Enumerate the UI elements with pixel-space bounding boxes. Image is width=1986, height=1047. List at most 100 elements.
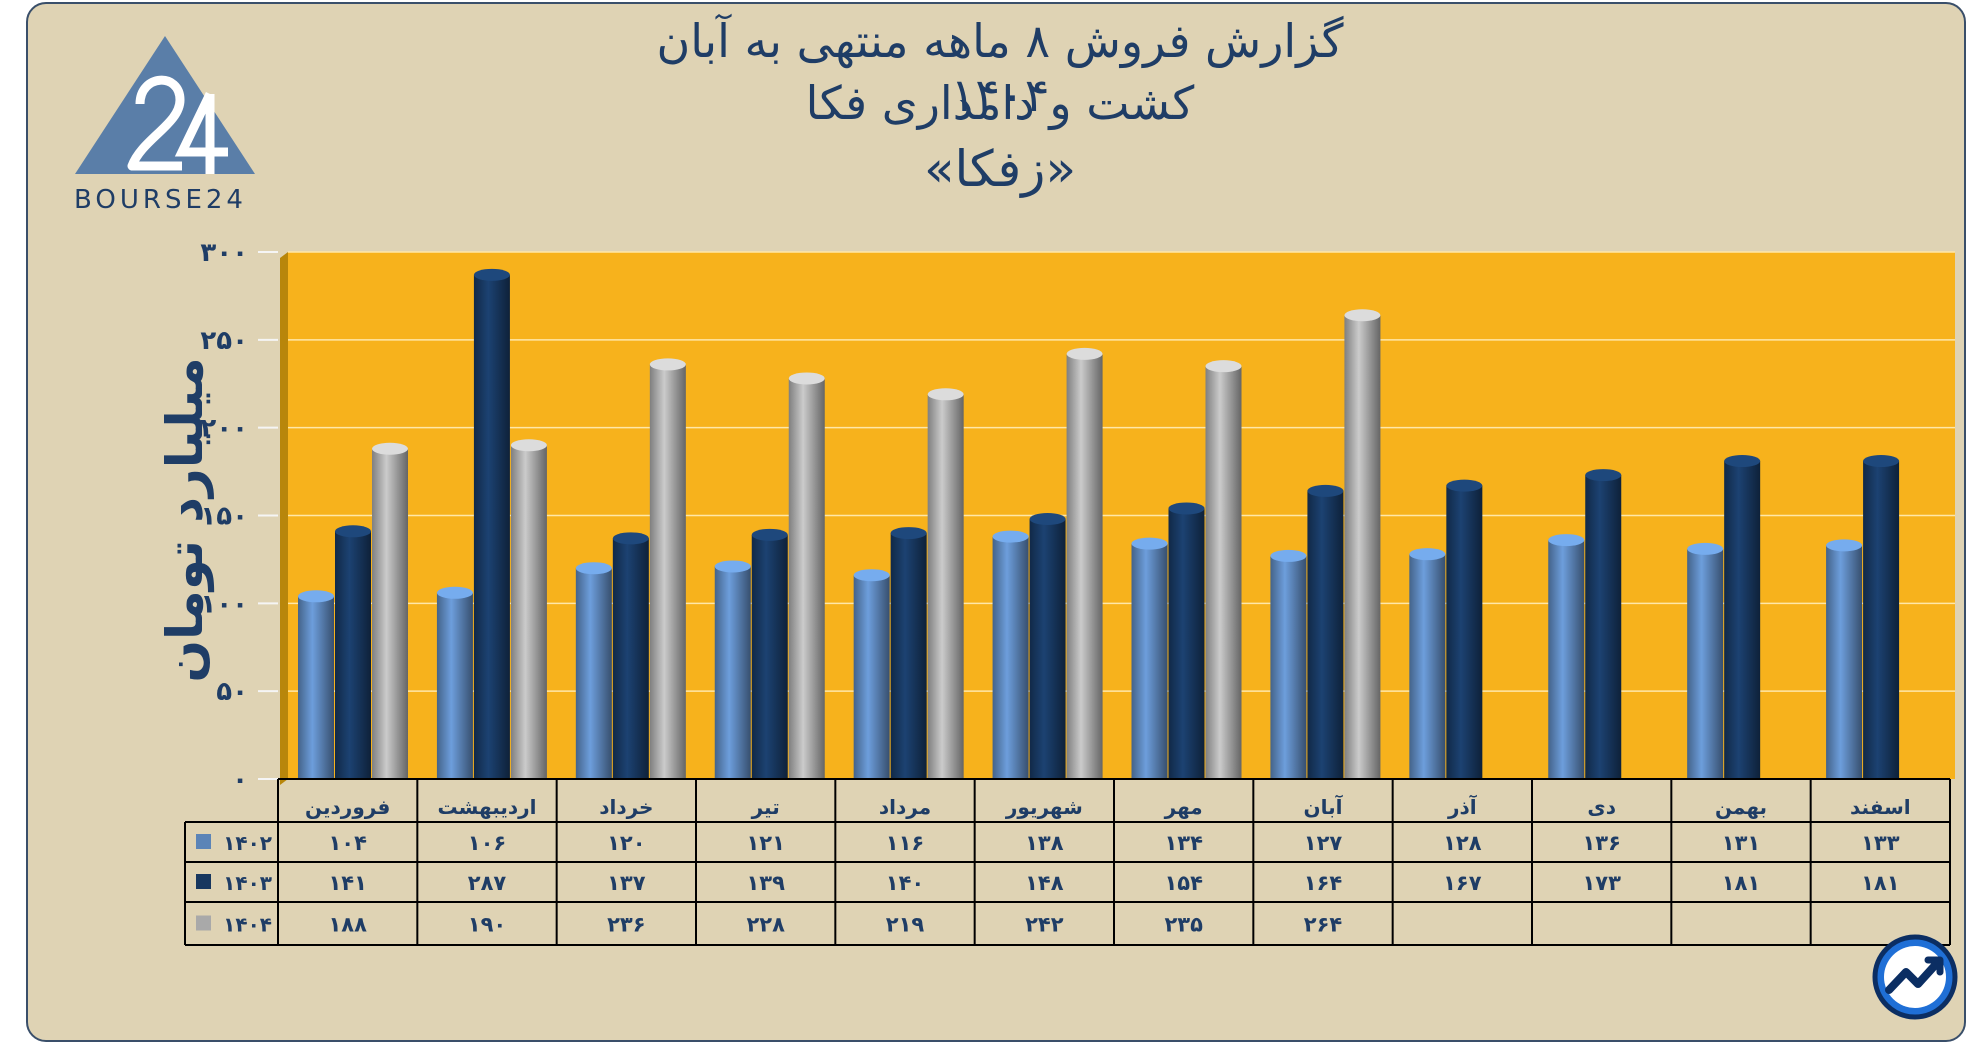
x-tick-label: تیر xyxy=(751,795,780,819)
bar xyxy=(1863,461,1900,779)
x-tick-label: اسفند xyxy=(1850,795,1911,819)
plot-side-wall xyxy=(280,252,288,785)
data-label: ۱۸۸ xyxy=(328,913,367,937)
legend-label: ۱۴۰۲ xyxy=(223,831,272,855)
legend-label: ۱۴۰۳ xyxy=(223,871,272,895)
data-label: ۲۶۴ xyxy=(1304,913,1343,937)
bar-top xyxy=(335,525,371,538)
data-label: ۱۹۰ xyxy=(468,913,506,937)
data-label: ۱۳۷ xyxy=(607,871,646,895)
data-label: ۲۳۵ xyxy=(1164,913,1203,937)
data-label: ۱۲۸ xyxy=(1443,831,1482,855)
data-label: ۱۰۶ xyxy=(468,831,506,855)
y-tick-label: ۲۵۰ xyxy=(200,326,248,356)
data-label: ۱۲۱ xyxy=(746,831,784,855)
bar xyxy=(1446,485,1483,779)
data-label: ۱۰۴ xyxy=(328,831,367,855)
x-tick-label: فروردین xyxy=(305,795,390,819)
data-label: ۱۳۳ xyxy=(1861,831,1900,855)
bar xyxy=(1168,508,1205,779)
data-label: ۱۳۱ xyxy=(1722,831,1760,855)
bar xyxy=(1131,543,1168,779)
bar-top xyxy=(575,562,612,575)
bar xyxy=(1307,490,1344,779)
logo-text: BOURSE24 xyxy=(74,185,247,215)
data-label: ۱۸۱ xyxy=(1722,871,1760,895)
bar-top xyxy=(1585,469,1622,482)
data-label: ۲۲۸ xyxy=(746,913,785,937)
bar-top xyxy=(1270,549,1307,562)
bar-top xyxy=(1029,513,1066,526)
bar xyxy=(612,538,649,779)
x-tick-label: مرداد xyxy=(879,795,931,819)
bar-top xyxy=(1168,502,1205,515)
bar-top xyxy=(927,388,964,401)
trend-chart-icon[interactable] xyxy=(1872,934,1958,1020)
x-tick-label: بهمن xyxy=(1715,795,1767,819)
bar xyxy=(1066,353,1103,779)
bar-top xyxy=(372,442,408,455)
data-label: ۱۴۸ xyxy=(1025,871,1064,895)
bar-top xyxy=(1863,455,1900,468)
data-label: ۱۶۴ xyxy=(1304,871,1343,895)
bar-top xyxy=(1446,479,1483,492)
bar xyxy=(751,534,788,779)
bar xyxy=(1548,540,1585,779)
bourse24-logo-icon xyxy=(75,36,255,174)
data-label: ۱۳۸ xyxy=(1025,831,1064,855)
legend-swatch xyxy=(196,834,211,849)
bar xyxy=(436,592,473,779)
bar-top xyxy=(436,586,473,599)
bar-top xyxy=(1307,484,1344,497)
bar xyxy=(1724,461,1761,779)
x-tick-label: شهریور xyxy=(1005,795,1083,819)
bar xyxy=(335,531,371,779)
data-label: ۲۱۹ xyxy=(886,913,925,937)
bar xyxy=(927,394,964,779)
data-label: ۱۴۱ xyxy=(328,871,366,895)
legend-swatch xyxy=(196,915,211,931)
bar xyxy=(853,575,890,779)
data-label: ۱۲۷ xyxy=(1304,831,1343,855)
bar-top xyxy=(510,439,547,452)
bar-top xyxy=(1687,542,1724,555)
bar-top xyxy=(890,527,927,540)
y-tick-label: ۲۰۰ xyxy=(200,414,248,444)
y-tick-label: ۳۰۰ xyxy=(200,238,248,268)
chart-subtitle: کشت و دامداری فکا xyxy=(805,76,1195,130)
data-label: ۱۲۰ xyxy=(607,831,645,855)
bar-top xyxy=(1131,537,1168,550)
x-tick-label: دی xyxy=(1587,795,1616,819)
bar-top xyxy=(751,528,788,541)
bar xyxy=(1585,475,1622,779)
data-label: ۲۸۷ xyxy=(468,871,507,895)
data-label: ۱۱۶ xyxy=(886,831,924,855)
bar-top xyxy=(612,532,649,545)
bar-top xyxy=(1548,534,1585,547)
bar-top xyxy=(1066,347,1103,360)
data-label: ۱۳۶ xyxy=(1582,831,1620,855)
bar-top xyxy=(1205,360,1242,373)
x-tick-label: اردیبهشت xyxy=(437,795,536,819)
data-label: ۱۴۰ xyxy=(886,871,924,895)
bar xyxy=(788,378,825,779)
data-label: ۱۷۳ xyxy=(1582,871,1621,895)
bar xyxy=(473,274,510,779)
chart-title: گزارش فروش ۸ ماهه منتهی به آبان ۱۴۰۴ xyxy=(656,14,1344,122)
bar xyxy=(890,533,927,779)
bar xyxy=(298,596,334,779)
bar-top xyxy=(714,560,751,573)
legend-swatch xyxy=(196,874,211,889)
y-tick-label: ۵۰ xyxy=(216,677,248,707)
x-tick-label: مهر xyxy=(1164,795,1203,819)
bar-top xyxy=(298,590,334,603)
bar-top xyxy=(649,358,686,371)
data-label: ۱۵۴ xyxy=(1164,871,1203,895)
y-tick-label: ۰ xyxy=(232,765,248,795)
bar xyxy=(1409,554,1446,779)
bar xyxy=(992,536,1029,779)
y-axis-label: میلیارد تومان xyxy=(156,357,215,682)
bar xyxy=(1344,315,1381,779)
bar xyxy=(1205,366,1242,779)
